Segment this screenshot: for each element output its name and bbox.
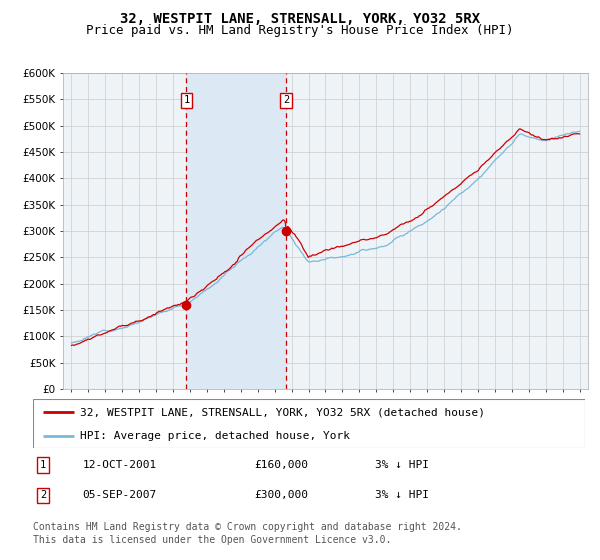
Text: Price paid vs. HM Land Registry's House Price Index (HPI): Price paid vs. HM Land Registry's House … (86, 24, 514, 37)
Text: HPI: Average price, detached house, York: HPI: Average price, detached house, York (80, 431, 350, 441)
Bar (187, 73, 286, 389)
Text: 2: 2 (40, 491, 46, 501)
FancyBboxPatch shape (33, 399, 585, 448)
Text: 32, WESTPIT LANE, STRENSALL, YORK, YO32 5RX (detached house): 32, WESTPIT LANE, STRENSALL, YORK, YO32 … (80, 407, 485, 417)
Text: Contains HM Land Registry data © Crown copyright and database right 2024.
This d: Contains HM Land Registry data © Crown c… (33, 522, 462, 545)
Text: 05-SEP-2007: 05-SEP-2007 (83, 491, 157, 501)
Text: £160,000: £160,000 (254, 460, 308, 470)
Text: £300,000: £300,000 (254, 491, 308, 501)
Text: 12-OCT-2001: 12-OCT-2001 (83, 460, 157, 470)
Text: 3% ↓ HPI: 3% ↓ HPI (375, 491, 429, 501)
Text: 2: 2 (283, 95, 289, 105)
Text: 3% ↓ HPI: 3% ↓ HPI (375, 460, 429, 470)
Text: 32, WESTPIT LANE, STRENSALL, YORK, YO32 5RX: 32, WESTPIT LANE, STRENSALL, YORK, YO32 … (120, 12, 480, 26)
Text: 1: 1 (40, 460, 46, 470)
Text: 1: 1 (184, 95, 190, 105)
